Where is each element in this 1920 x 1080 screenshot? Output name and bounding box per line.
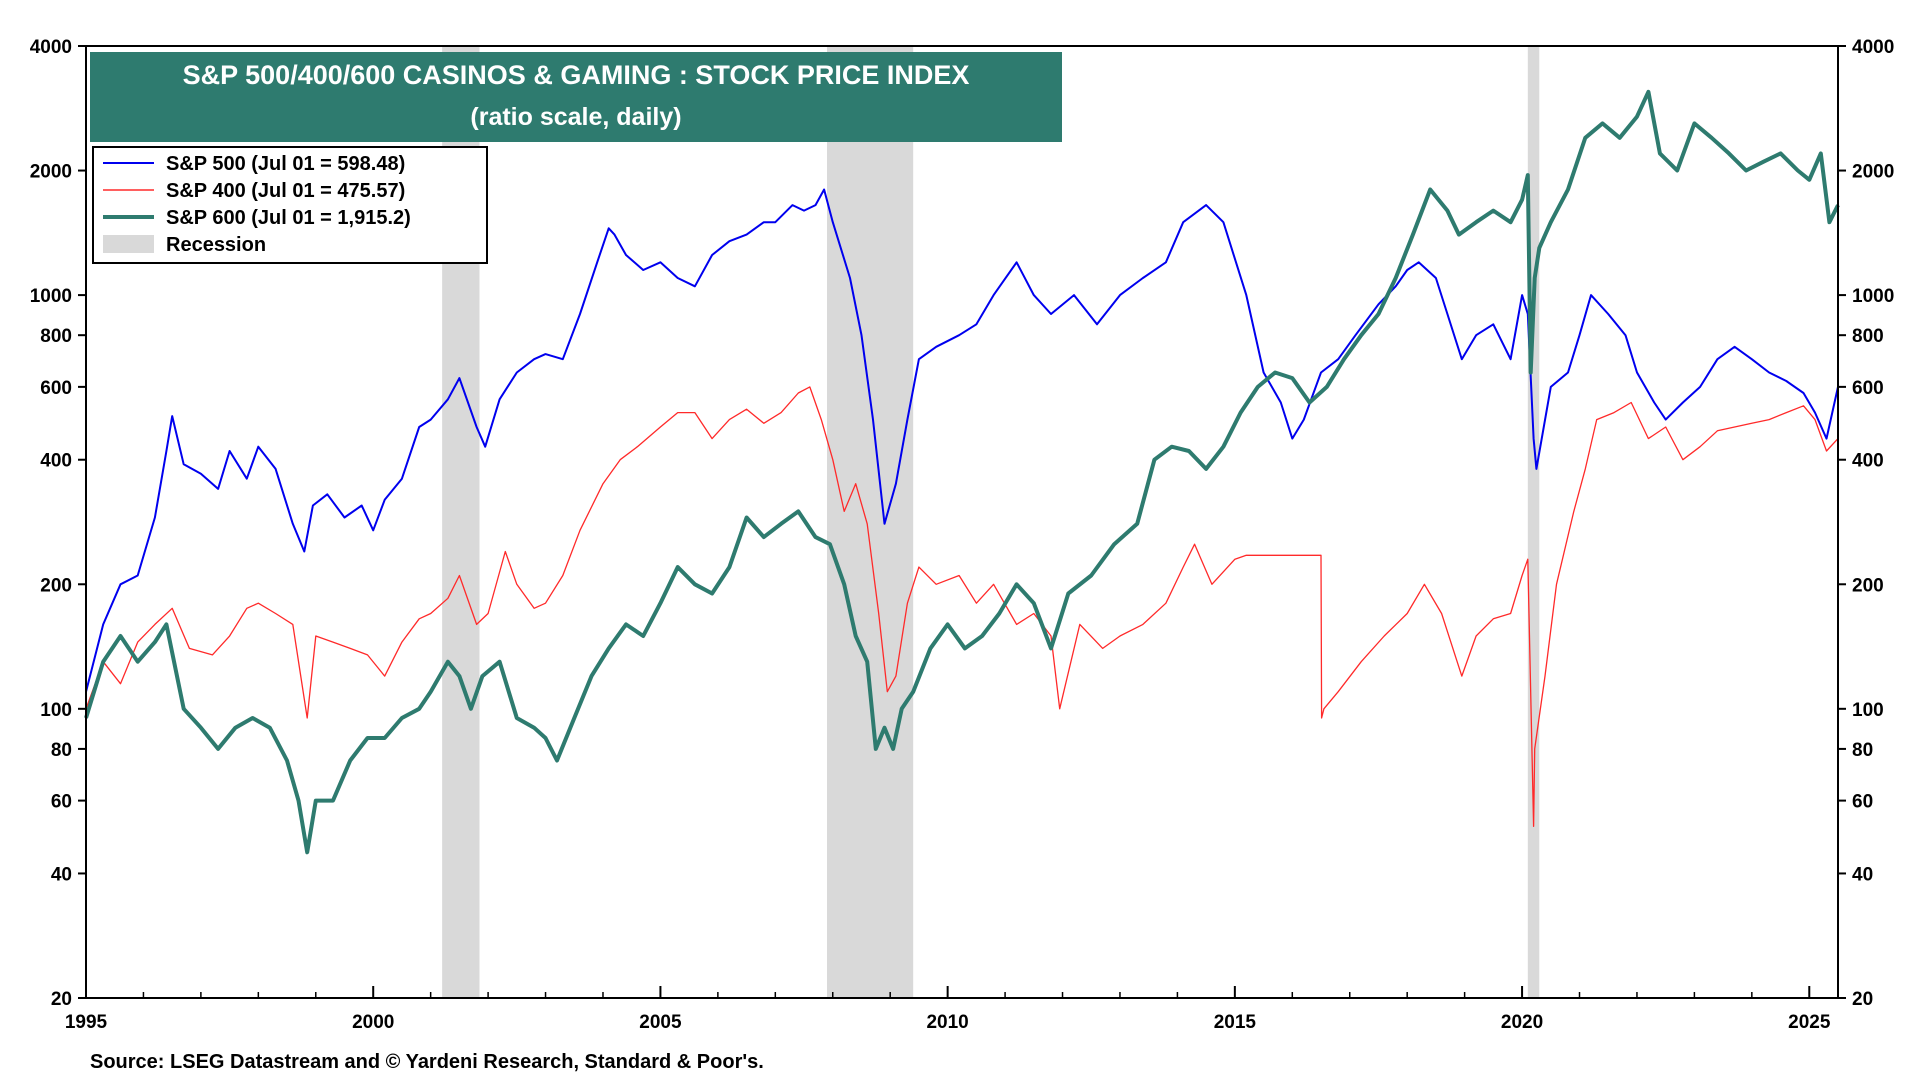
chart-title: S&P 500/400/600 CASINOS & GAMING : STOCK… <box>183 60 970 90</box>
x-tick-label: 2000 <box>352 1012 394 1033</box>
title-background <box>90 52 1062 142</box>
y-tick-label-left: 20 <box>51 989 72 1010</box>
legend-label-recession: Recession <box>166 234 266 256</box>
y-tick-label-left: 4000 <box>30 37 72 58</box>
y-tick-label-left: 80 <box>51 740 72 761</box>
y-tick-label-left: 1000 <box>30 286 72 307</box>
source-note: Source: LSEG Datastream and © Yardeni Re… <box>90 1051 764 1073</box>
y-tick-label-right: 200 <box>1852 575 1884 596</box>
y-axis-left: 20 40 60 80 100 200 400 600 800 1000 2000 4000 <box>30 37 86 1010</box>
recession-band <box>827 46 914 998</box>
recession-band <box>1527 46 1540 998</box>
y-tick-label-left: 800 <box>40 326 72 347</box>
x-tick-label: 2020 <box>1501 1012 1543 1033</box>
y-tick-label-right: 20 <box>1852 989 1873 1010</box>
series-line-sp500 <box>85 188 1839 692</box>
x-tick-label: 2015 <box>1214 1012 1257 1033</box>
series-lines <box>84 89 1840 855</box>
y-tick-label-right: 100 <box>1852 700 1884 721</box>
y-tick-label-right: 60 <box>1852 792 1873 813</box>
y-tick-label-right: 800 <box>1852 326 1884 347</box>
chart-subtitle: (ratio scale, daily) <box>470 103 681 131</box>
y-tick-label-left: 100 <box>40 700 72 721</box>
y-tick-label-right: 4000 <box>1852 37 1894 58</box>
x-tick-label: 2025 <box>1788 1012 1831 1033</box>
legend-swatch-recession <box>103 235 154 253</box>
y-tick-label-right: 600 <box>1852 378 1884 399</box>
y-tick-label-left: 400 <box>40 451 72 472</box>
y-tick-label-right: 2000 <box>1852 162 1894 183</box>
series-line-sp600 <box>84 89 1840 855</box>
x-tick-label: 2005 <box>639 1012 682 1033</box>
x-axis: 1995 2000 2005 2010 2015 2020 2025 <box>65 986 1831 1033</box>
y-axis-right: 20 40 60 80 100 200 400 600 800 1000 2000 4000 <box>1838 37 1894 1010</box>
x-tick-label: 2010 <box>926 1012 968 1033</box>
y-tick-label-left: 600 <box>40 378 72 399</box>
x-tick-label: 1995 <box>65 1012 108 1033</box>
legend-box <box>92 146 488 264</box>
y-tick-label-right: 80 <box>1852 740 1873 761</box>
legend-label-sp400: S&P 400 (Jul 01 = 475.57) <box>166 180 405 202</box>
y-tick-label-right: 40 <box>1852 864 1873 885</box>
y-tick-label-left: 40 <box>51 864 72 885</box>
legend-label-sp500: S&P 500 (Jul 01 = 598.48) <box>166 153 405 175</box>
legend-label-sp600: S&P 600 (Jul 01 = 1,915.2) <box>166 207 411 229</box>
y-tick-label-left: 200 <box>40 575 72 596</box>
y-tick-label-left: 60 <box>51 792 72 813</box>
y-tick-label-right: 400 <box>1852 451 1884 472</box>
plot-frame <box>85 45 1839 999</box>
title-box: S&P 500/400/600 CASINOS & GAMING : STOCK… <box>90 52 1062 142</box>
y-tick-label-right: 1000 <box>1852 286 1894 307</box>
series-line-sp400 <box>85 386 1839 827</box>
y-tick-label-left: 2000 <box>30 162 72 183</box>
legend: S&P 500 (Jul 01 = 598.48) S&P 400 (Jul 0… <box>92 146 488 264</box>
